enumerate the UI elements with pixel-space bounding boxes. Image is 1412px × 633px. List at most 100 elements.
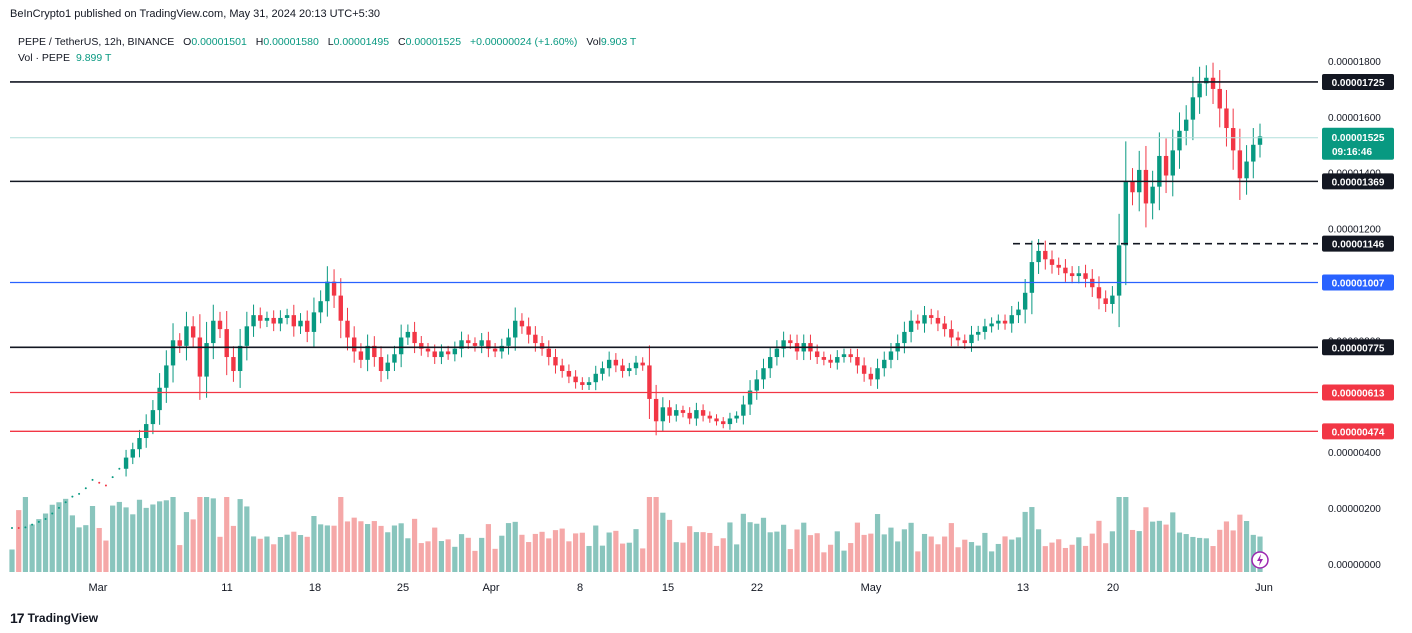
candle-body <box>31 523 34 526</box>
alert-icon[interactable] <box>1251 551 1269 569</box>
candle-body <box>71 495 74 498</box>
candle-body <box>1251 144 1256 162</box>
candle-body <box>553 357 558 366</box>
level-price-tag: 0.00001369 <box>1322 173 1394 190</box>
svg-text:0.00000775: 0.00000775 <box>1332 343 1385 354</box>
candle-body <box>1170 150 1175 176</box>
candle-body <box>392 354 397 363</box>
candle-body <box>747 390 753 405</box>
candle-body <box>130 449 135 458</box>
volume-bar <box>1076 537 1082 572</box>
candle-body <box>640 362 645 366</box>
volume-bar <box>130 514 136 572</box>
y-tick-label: 0.00000400 <box>1328 448 1381 459</box>
volume-bar <box>1029 507 1035 572</box>
candle-body <box>1257 136 1263 145</box>
level-price-tag: 0.00000613 <box>1322 384 1394 401</box>
candle-body <box>1116 245 1122 296</box>
volume-bar <box>874 514 881 572</box>
candle-body <box>868 373 874 380</box>
volume-bar <box>935 544 941 572</box>
volume-bar <box>411 518 418 572</box>
candle-body <box>1177 130 1182 151</box>
candle-body <box>586 382 592 385</box>
volume-bar <box>391 525 398 572</box>
volume-bar <box>606 532 612 572</box>
candle-body <box>204 343 209 377</box>
volume-bar <box>123 507 129 572</box>
candle-body <box>734 415 739 419</box>
volume-bar <box>1009 539 1015 572</box>
tradingview-brand[interactable]: 17 TradingView <box>10 610 98 626</box>
candle-body <box>1190 97 1196 120</box>
svg-text:0.00001007: 0.00001007 <box>1332 278 1385 289</box>
volume-bar <box>1223 521 1230 572</box>
candle-body <box>627 368 632 372</box>
candle-body <box>365 345 370 360</box>
candle-body <box>613 359 619 366</box>
candle-body <box>405 331 411 338</box>
candle-body <box>311 312 317 332</box>
candle-body <box>559 365 565 372</box>
candle-body <box>861 365 867 374</box>
volume-bar <box>458 534 465 572</box>
volume-bar <box>868 533 874 572</box>
vol-series-label[interactable]: Vol · PEPE <box>18 52 70 64</box>
volume-bar <box>888 527 894 572</box>
volume-bar <box>103 540 109 572</box>
candle-body <box>667 407 672 416</box>
level-price-tag: 0.00000775 <box>1322 339 1394 356</box>
volume-bar <box>42 513 49 572</box>
candle-body <box>271 317 276 324</box>
candle-body <box>1076 273 1082 277</box>
candle-body <box>345 320 350 338</box>
candle-body <box>1143 169 1149 204</box>
volume-bar <box>794 529 800 572</box>
level-price-tag: 0.00001007 <box>1322 274 1394 291</box>
candle-body <box>291 315 297 327</box>
volume-bar <box>36 519 42 572</box>
volume-bar <box>633 529 639 572</box>
candle-body <box>24 526 27 529</box>
volume-bar <box>599 545 606 572</box>
volume-bar <box>1183 534 1189 572</box>
volume-bar <box>237 499 243 572</box>
volume-bar <box>948 523 954 572</box>
volume-legend: Vol · PEPE 9.899 T <box>18 52 111 64</box>
candle-body <box>922 315 927 324</box>
volume-bar <box>781 524 787 572</box>
vol-value: 9.903 T <box>600 36 637 48</box>
volume-bar <box>358 521 364 572</box>
candle-body <box>157 387 162 411</box>
volume-bar <box>613 530 619 572</box>
candle-body <box>1096 287 1102 299</box>
volume-bar <box>1250 534 1256 572</box>
candle-body <box>170 340 176 366</box>
candle-body <box>1063 267 1068 274</box>
candle-body <box>492 348 498 352</box>
volume-bar <box>680 542 686 572</box>
candle-body <box>57 506 60 509</box>
candle-body <box>566 371 572 377</box>
candle-body <box>17 527 20 529</box>
volume-bar <box>257 538 263 572</box>
low-value: 0.00001495 <box>333 36 390 48</box>
candle-body <box>486 340 491 349</box>
symbol-label[interactable]: PEPE / TetherUS, 12h, BINANCE <box>18 36 175 48</box>
volume-bar <box>76 527 82 572</box>
close-value: 0.00001525 <box>405 36 462 48</box>
candle-body <box>1197 83 1202 98</box>
volume-bar <box>814 533 820 572</box>
low-label: L <box>327 36 334 48</box>
candle-body <box>506 337 511 346</box>
volume-bar <box>16 510 22 572</box>
candle-body <box>687 412 692 419</box>
volume-bar <box>787 549 793 572</box>
candle-body <box>251 315 256 327</box>
candle-body <box>888 351 894 360</box>
candle-body <box>278 317 283 324</box>
candle-body <box>754 379 759 391</box>
x-axis[interactable]: Mar 11 18 25 Apr 8 15 22 May 13 20 Jun <box>89 582 1273 594</box>
candle-body <box>1036 250 1041 263</box>
